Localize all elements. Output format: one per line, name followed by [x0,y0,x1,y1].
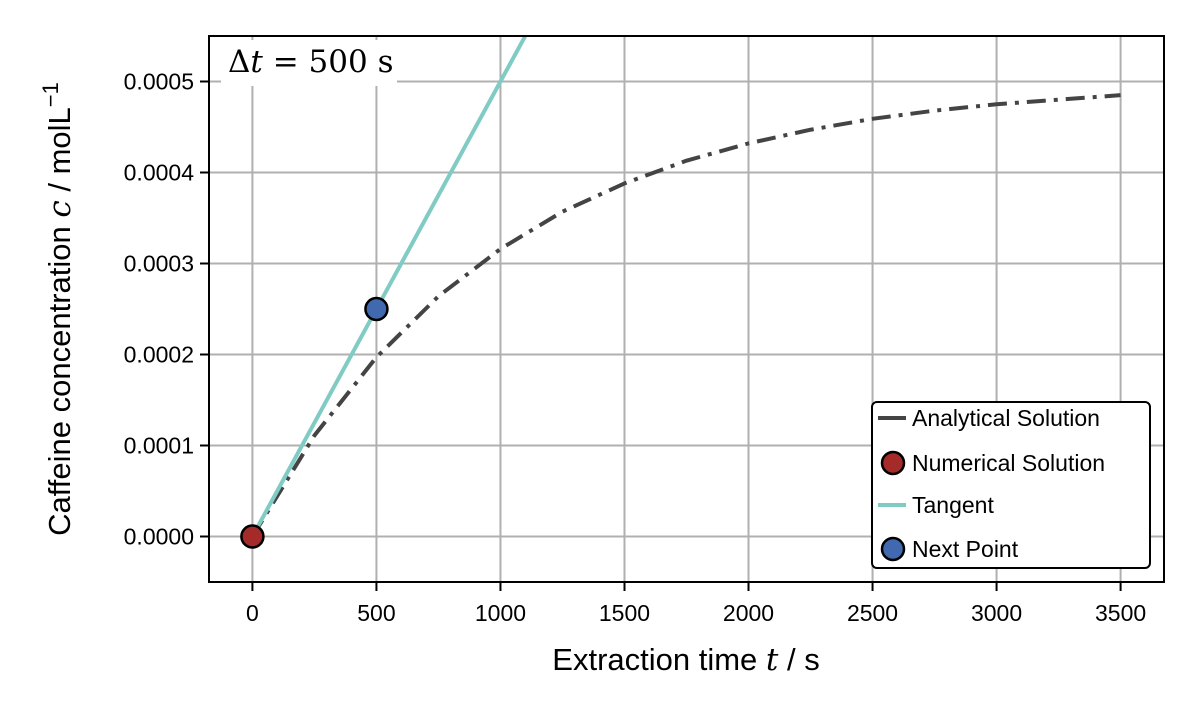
y-tick-label: 0.0002 [124,342,194,368]
annotation-delta: Δ [228,44,250,80]
y-axis-label-prefix: Caffeine concentration [42,218,77,536]
y-axis-label: Caffeine concentration c / molL−1 [38,82,78,536]
y-axis-label-exp: −1 [38,82,63,107]
y-axis-label-var: c [42,200,78,217]
legend-handle-numerical [880,450,906,476]
x-tick-label: 2000 [723,600,774,626]
x-tick-label: 3500 [1095,600,1146,626]
legend-label-numerical: Numerical Solution [912,450,1105,476]
numerical-solution-point [240,524,265,549]
x-tick-label: 1500 [599,600,650,626]
x-tick-label: 0 [246,600,259,626]
next-point-point [364,296,389,322]
legend-handle-next-point [880,536,906,562]
tangent-line [250,36,528,538]
series-layer [240,36,1121,549]
x-tick-label: 3000 [971,600,1022,626]
legend-label-next-point: Next Point [912,536,1019,562]
legend-label-tangent: Tangent [912,492,994,518]
y-tick-label: 0.0003 [124,251,194,277]
x-tick-label: 1000 [475,600,526,626]
legend-frame [871,401,1151,569]
analytical-solution-line [250,93,1121,538]
y-tick-label: 0.0001 [124,433,194,459]
plot-frame [208,35,1165,583]
x-tick-label: 500 [357,600,395,626]
x-tick-label: 2500 [847,600,898,626]
y-tick-label: 0.0004 [124,160,195,186]
annotation-text: Δt = 500 s [228,44,393,80]
x-axis-label-unit: / s [778,642,819,677]
y-axis-label-unit: / molL [42,107,77,200]
annotation-var: t [250,44,263,80]
x-axis-label: Extraction time t / s [552,642,819,678]
legend: Analytical Solution Numerical Solution T… [871,401,1151,569]
y-tick-label: 0.0000 [124,524,194,550]
annotation-box [221,40,397,86]
annotation-eq: = 500 s [263,44,394,80]
x-axis-label-var: t [766,642,779,678]
legend-label-analytical: Analytical Solution [912,405,1100,431]
y-tick-label: 0.0005 [124,69,194,95]
x-axis-label-prefix: Extraction time [552,642,766,677]
ticks: 0 500 1000 1500 2000 2500 3000 3500 0.0000 0.0001… [124,69,1147,627]
